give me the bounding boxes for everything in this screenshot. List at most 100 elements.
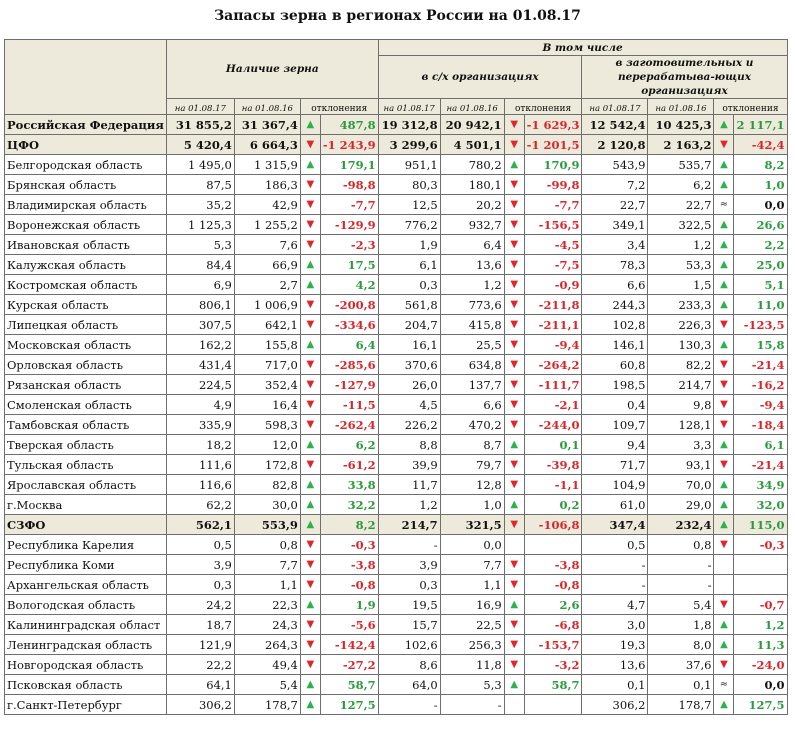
deviation-value: -1 243,9 [319,134,379,155]
value-2017: 31 855,2 [165,114,235,135]
deviation-value: 4,2 [319,274,379,295]
table-row: Вологодская область 24,2 22,3 ▲ 1,9 19,5 16,9 ▲… [4,594,788,615]
value-2016: 6,6 [439,394,505,415]
deviation-value: 34,9 [733,474,788,495]
value-2017: 16,1 [377,334,441,355]
value-2016: 31 367,4 [233,114,301,135]
value-2017: 349,1 [581,214,649,235]
trend-up-icon: ▲ [299,594,321,615]
deviation-value: -42,4 [733,134,788,155]
deviation-value: 487,8 [319,114,379,135]
trend-down-icon: ▼ [713,454,735,475]
value-2017: 111,6 [165,454,235,475]
deviation-value: -0,7 [733,594,788,615]
header-total-stock: Наличие зерна [165,39,379,99]
region-name: Курская область [4,294,167,315]
value-2017: 87,5 [165,174,235,195]
header-date-2017: на 01.08.17 [377,98,441,115]
value-2016: 598,3 [233,414,301,435]
value-2017: 8,6 [377,654,441,675]
value-2016: 25,5 [439,334,505,355]
value-2016: 0,0 [439,534,505,555]
value-2017: 562,1 [165,514,235,535]
value-2017: 9,4 [581,434,649,455]
deviation-value: 1,9 [319,594,379,615]
deviation-value: 2 117,1 [733,114,788,135]
table-row: Орловская область 431,4 717,0 ▼ -285,6 370,6 6… [4,354,788,375]
value-2016: 186,3 [233,174,301,195]
trend-up-icon: ▲ [713,154,735,175]
trend-up-icon: ▲ [713,514,735,535]
trend-up-icon: ▲ [299,334,321,355]
value-2016: 232,4 [647,514,715,535]
deviation-value: 6,2 [319,434,379,455]
value-2017: 4,7 [581,594,649,615]
value-2017: 12 542,4 [581,114,649,135]
value-2016: 42,9 [233,194,301,215]
deviation-value [523,534,583,555]
value-2016: 780,2 [439,154,505,175]
trend-down-icon: ▼ [299,574,321,595]
table-row: г.Москва 62,2 30,0 ▲ 32,2 1,2 1,0 ▲ 0,2 61,0 29,0 ▲… [4,494,788,515]
value-2016: 155,8 [233,334,301,355]
trend-down-icon: ▼ [503,554,525,575]
value-2016: 178,7 [233,694,301,715]
trend-empty [503,694,525,715]
header-including: В том числе [377,39,788,56]
value-2016: 1 006,9 [233,294,301,315]
value-2017: - [377,534,441,555]
value-2016: 6 664,3 [233,134,301,155]
deviation-value: -3,8 [319,554,379,575]
deviation-value: 33,8 [319,474,379,495]
deviation-value: 0,0 [733,194,788,215]
trend-empty [713,554,735,575]
value-2016: 2,7 [233,274,301,295]
trend-down-icon: ▼ [299,134,321,155]
deviation-value: 11,0 [733,294,788,315]
deviation-value: 179,1 [319,154,379,175]
value-2017: 0,5 [581,534,649,555]
value-2017: 0,3 [377,274,441,295]
value-2017: 224,5 [165,374,235,395]
region-name: г.Москва [4,494,167,515]
header-date-2016: на 01.08.16 [233,98,301,115]
deviation-value: -211,8 [523,294,583,315]
deviation-value: -211,1 [523,314,583,335]
deviation-value: -153,7 [523,634,583,655]
trend-down-icon: ▼ [503,254,525,275]
table-row: Московская область 162,2 155,8 ▲ 6,4 16,1 25,5… [4,334,788,355]
value-2017: 121,9 [165,634,235,655]
value-2017: 116,6 [165,474,235,495]
value-2016: 20 942,1 [439,114,505,135]
value-2017: 307,5 [165,314,235,335]
region-name: Ленинградская область [4,634,167,655]
value-2016: 642,1 [233,314,301,335]
region-name: Ярославская область [4,474,167,495]
value-2016: 5,3 [439,674,505,695]
deviation-value: -111,7 [523,374,583,395]
value-2017: 543,9 [581,154,649,175]
deviation-value: 127,5 [733,694,788,715]
value-2016: 264,3 [233,634,301,655]
region-name: Липецкая область [4,314,167,335]
region-name: Калужская область [4,254,167,275]
deviation-value: -1 629,3 [523,114,583,135]
value-2016: 2 163,2 [647,134,715,155]
value-2017: 12,5 [377,194,441,215]
deviation-value: 26,6 [733,214,788,235]
trend-down-icon: ▼ [713,594,735,615]
deviation-value: -39,8 [523,454,583,475]
value-2017: 104,9 [581,474,649,495]
value-2016: 553,9 [233,514,301,535]
trend-down-icon: ▼ [503,374,525,395]
region-name: Рязанская область [4,374,167,395]
trend-up-icon: ▲ [713,174,735,195]
value-2016: 22,3 [233,594,301,615]
trend-down-icon: ▼ [713,654,735,675]
value-2016: 3,3 [647,434,715,455]
value-2017: 109,7 [581,414,649,435]
value-2016: 8,0 [647,634,715,655]
value-2017: 0,3 [377,574,441,595]
trend-up-icon: ▲ [299,254,321,275]
header-agri-orgs: в с/х организациях [377,55,583,99]
